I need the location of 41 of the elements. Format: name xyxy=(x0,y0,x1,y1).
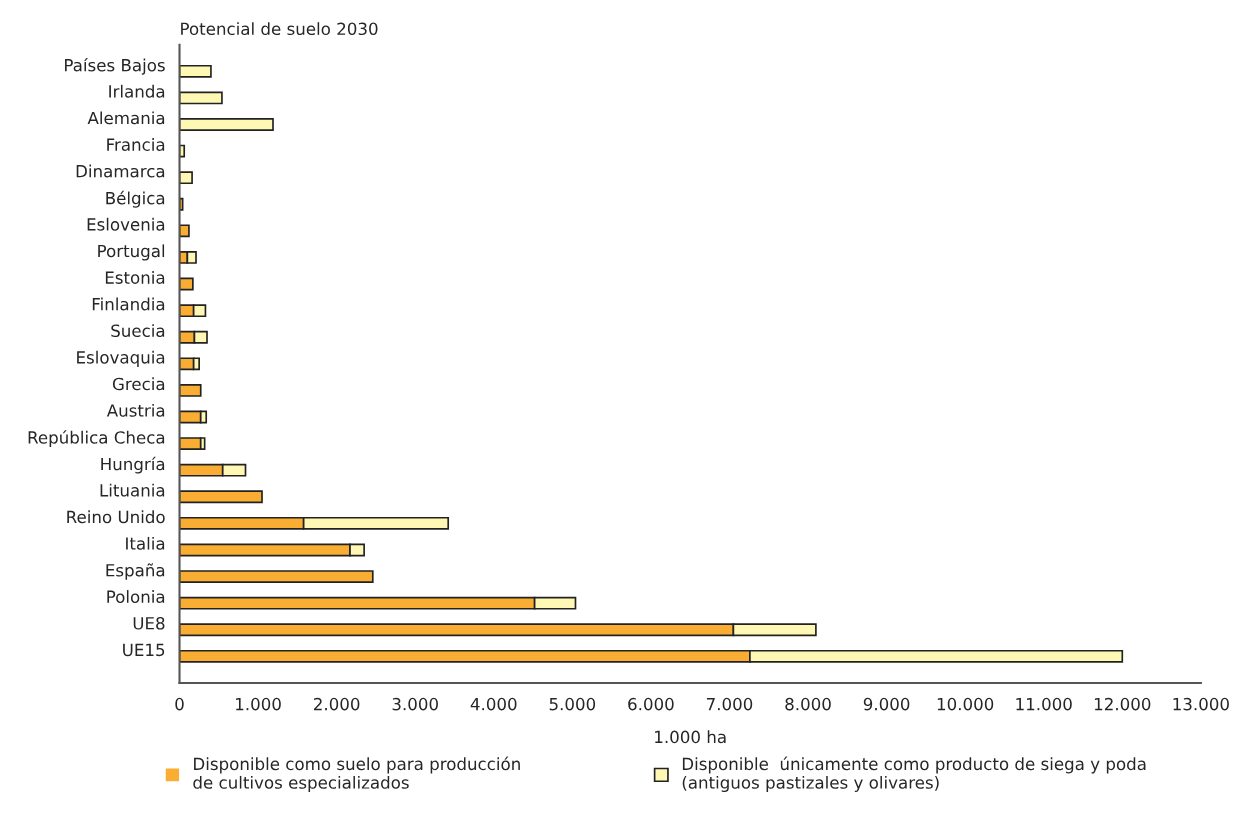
legend-label: Disponible únicamente como producto de siega y poda (antiguos pastizales y olivares) xyxy=(682,756,1146,793)
x-tick-label: 13.000 xyxy=(1173,697,1229,711)
y-tick-label: Hungría xyxy=(101,456,165,474)
x-tick-label: 8.000 xyxy=(785,697,831,711)
x-tick-label: 0 xyxy=(175,697,184,711)
y-tick-label: Austria xyxy=(106,403,165,417)
x-tick-label: 11.000 xyxy=(1016,697,1072,711)
y-tick-label: Portugal xyxy=(98,244,165,261)
y-tick-label: Reino Unido xyxy=(67,510,165,524)
x-axis-title: 1.000 ha xyxy=(655,730,726,744)
y-tick-label: Estonia xyxy=(105,270,165,284)
x-tick-label: 10.000 xyxy=(937,697,994,711)
y-tick-label: Bélgica xyxy=(106,190,165,208)
legend-label: Disponible como suelo para producción de cultivos especializados xyxy=(193,756,520,793)
x-tick-label: 4.000 xyxy=(470,697,517,711)
y-tick-label: UE15 xyxy=(123,643,165,657)
x-tick-label: 2.000 xyxy=(314,697,360,711)
y-tick-label: República Checa xyxy=(28,430,165,447)
y-tick-label: Suecia xyxy=(111,324,165,338)
y-tick-label: Lituania xyxy=(100,483,165,497)
y-tick-label: Alemania xyxy=(87,111,165,125)
y-tick-label: Eslovaquia xyxy=(77,350,165,367)
y-tick-label: Grecia xyxy=(112,377,165,391)
y-tick-label: Italia xyxy=(126,536,165,550)
y-tick-label: Polonia xyxy=(107,590,165,603)
y-tick-label: Eslovenia xyxy=(87,217,165,231)
x-tick-label: 5.000 xyxy=(549,697,596,711)
y-tick-label: UE8 xyxy=(133,616,165,630)
y-tick-label: Países Bajos xyxy=(65,57,165,75)
chart-title: Potencial de suelo 2030 xyxy=(181,22,378,36)
x-tick-label: 1.000 xyxy=(236,697,281,711)
y-tick-label: Finlandia xyxy=(92,297,165,311)
y-tick-label: España xyxy=(106,563,165,580)
y-tick-label: Dinamarca xyxy=(76,164,165,178)
y-tick-label: Irlanda xyxy=(109,84,165,98)
x-tick-label: 6.000 xyxy=(628,697,674,711)
x-tick-label: 3.000 xyxy=(392,697,438,711)
y-tick-label: Francia xyxy=(107,138,165,151)
x-tick-label: 9.000 xyxy=(863,697,910,711)
x-tick-label: 12.000 xyxy=(1094,697,1151,711)
x-tick-label: 7.000 xyxy=(706,697,753,711)
